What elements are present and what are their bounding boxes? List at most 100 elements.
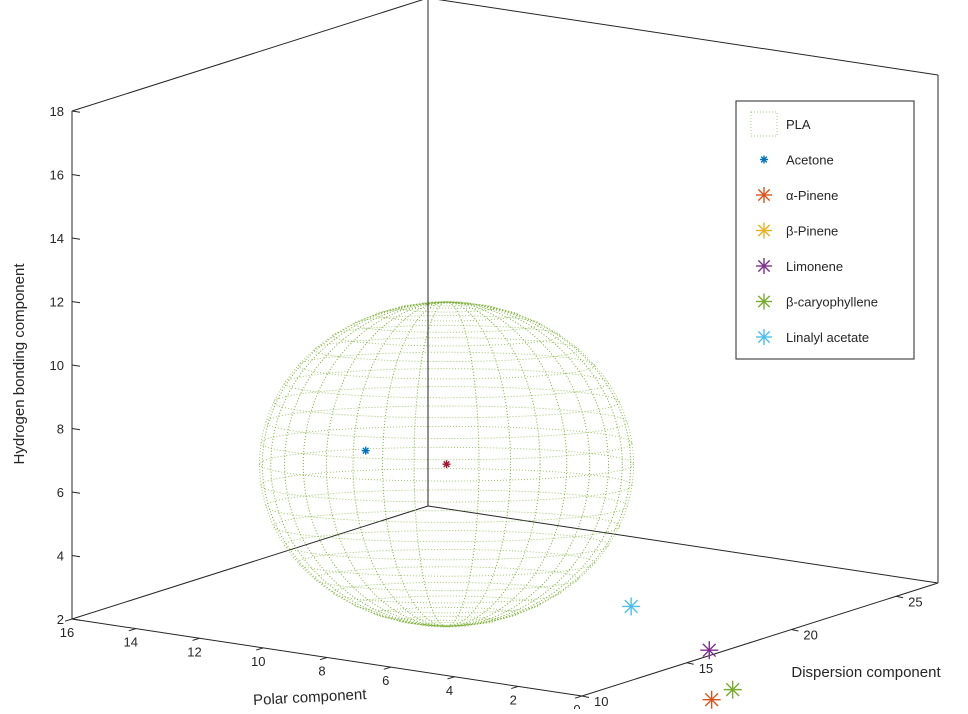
sphere-meridian xyxy=(325,301,568,627)
sphere-parallel xyxy=(313,337,580,362)
hbond-tick-label: 14 xyxy=(50,231,64,246)
data-point xyxy=(702,690,721,709)
polar-tick xyxy=(128,628,136,632)
hbond-tick xyxy=(71,428,81,431)
sphere-meridian xyxy=(382,301,511,627)
sphere-meridian xyxy=(261,301,632,627)
sphere-parallel xyxy=(297,351,596,380)
legend-label: PLA xyxy=(786,117,811,132)
polar-tick-label: 2 xyxy=(510,692,517,707)
polar-tick xyxy=(511,685,519,690)
sphere-parallel xyxy=(284,368,609,399)
legend-label: Linalyl acetate xyxy=(786,330,869,345)
dispersion-tick xyxy=(581,695,590,698)
data-point xyxy=(723,680,742,699)
hbond-tick xyxy=(71,364,81,367)
dispersion-tick xyxy=(791,629,799,632)
z-axis-label: Dispersion component xyxy=(791,664,941,681)
dispersion-tick-label: 20 xyxy=(803,628,817,643)
dispersion-tick-label: 10 xyxy=(594,694,608,709)
floor-back-left-edge xyxy=(71,505,429,620)
legend-marker xyxy=(756,222,772,239)
sphere-parallel xyxy=(352,595,541,614)
legend-swatch-sphere xyxy=(750,111,778,137)
sphere-parallel xyxy=(273,510,620,543)
legend-marker xyxy=(760,155,768,164)
legend-label: Acetone xyxy=(786,153,834,168)
sphere-parallel xyxy=(374,606,519,621)
polar-tick xyxy=(319,657,328,661)
hbond-tick-label: 4 xyxy=(57,549,64,564)
dispersion-tick-label: 15 xyxy=(699,661,713,676)
polar-tick xyxy=(447,676,455,680)
x-axis-label: Polar component xyxy=(253,686,368,709)
sphere-parallel xyxy=(397,615,496,626)
polar-tick-label: 0 xyxy=(573,702,580,709)
polar-tick-label: 8 xyxy=(318,664,325,679)
polar-tick-label: 14 xyxy=(124,635,138,650)
hbond-tick-label: 12 xyxy=(50,295,64,310)
hbond-tick-label: 10 xyxy=(50,358,64,373)
sphere-parallel xyxy=(260,468,633,503)
sphere-parallel xyxy=(332,324,561,347)
sphere-parallel xyxy=(374,307,519,322)
legend-marker xyxy=(756,329,772,345)
polar-tick-label: 10 xyxy=(251,654,265,669)
hbond-tick xyxy=(71,618,81,621)
axis-ticks: 2 4 6 8 10 12 14 16 18 0 2 4 6 8 10 12 14 16 10 15 20 25 xyxy=(50,104,923,714)
hbond-tick xyxy=(71,110,81,113)
sphere-parallel xyxy=(273,386,620,419)
sphere-parallel xyxy=(332,582,561,604)
dispersion-tick xyxy=(686,662,694,665)
hbond-tick-label: 2 xyxy=(57,612,64,627)
hbond-tick-label: 16 xyxy=(50,168,64,183)
polar-tick-label: 4 xyxy=(446,683,453,698)
legend-marker xyxy=(756,258,772,274)
hbond-tick-label: 8 xyxy=(57,422,64,437)
hbond-tick xyxy=(71,237,81,240)
polar-tick xyxy=(256,647,264,651)
y-axis-label: Hydrogen bonding component xyxy=(11,263,28,465)
hbond-tick-label: 6 xyxy=(57,485,64,500)
hbond-tick xyxy=(71,555,81,558)
sphere-parallel xyxy=(284,530,609,561)
polar-tick xyxy=(192,637,200,641)
top-back-right-edge xyxy=(437,0,939,76)
sphere-parallel xyxy=(259,446,634,482)
sphere-parallel xyxy=(260,425,633,461)
floor-back-right-edge xyxy=(427,505,939,584)
sphere-parallel xyxy=(397,302,496,313)
sphere-parallel xyxy=(421,300,472,307)
pla-sphere xyxy=(259,300,634,628)
polar-tick xyxy=(383,666,391,670)
polar-tick xyxy=(64,618,73,622)
polar-tick-label: 12 xyxy=(187,644,201,659)
hbond-tick xyxy=(71,301,81,304)
polar-tick-label: 16 xyxy=(60,625,74,640)
sphere-parallel xyxy=(265,405,628,439)
pla-center-point xyxy=(442,460,451,469)
hbond-tick-label: 18 xyxy=(50,104,64,119)
legend-label: α-Pinene xyxy=(786,188,838,203)
sphere-parallel xyxy=(313,566,580,592)
sphere-parallel xyxy=(265,489,628,523)
data-points xyxy=(361,446,742,714)
data-point xyxy=(700,641,719,660)
polar-tick xyxy=(574,695,583,699)
hbond-tick xyxy=(71,174,81,177)
legend-label: β-Pinene xyxy=(786,224,838,239)
data-point xyxy=(622,597,641,616)
sphere-parallel xyxy=(352,315,541,333)
data-point xyxy=(361,446,370,455)
legend-label: Limonene xyxy=(786,259,843,274)
legend: PLA Acetone α-Pinene β-Pinene Limonene β-cary… xyxy=(735,100,915,360)
legend-marker xyxy=(756,293,772,310)
dispersion-axis-line xyxy=(581,582,939,697)
legend-label: β-caryophyllene xyxy=(786,295,878,310)
sphere-meridian xyxy=(302,301,591,627)
dispersion-tick-label: 25 xyxy=(908,594,922,609)
sphere-parallel xyxy=(297,549,596,577)
sphere-parallel xyxy=(421,622,472,628)
